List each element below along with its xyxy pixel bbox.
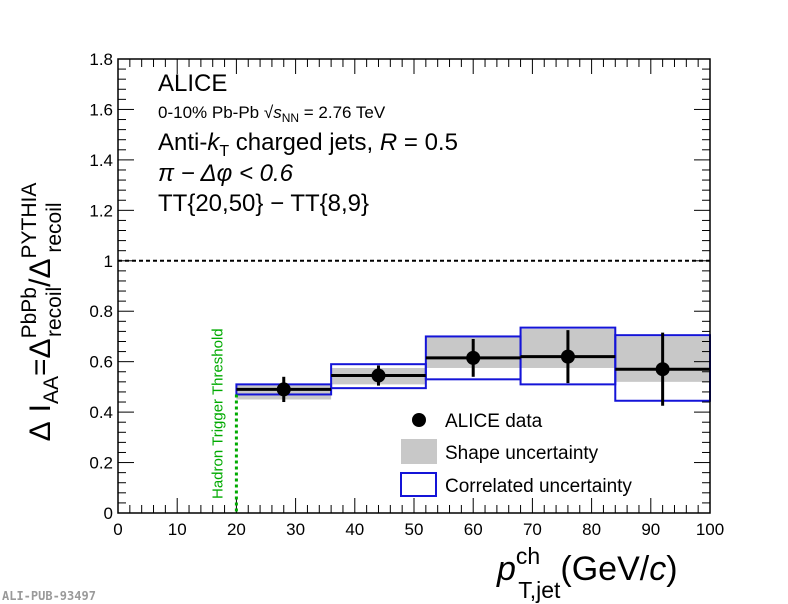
trigger-track-label: TT{20,50} − TT{8,9}	[158, 190, 369, 217]
threshold-label: Hadron Trigger Threshold	[209, 328, 226, 499]
sqrt-sign: √	[264, 103, 274, 122]
x-tick-label: 40	[345, 520, 364, 539]
x-tick-label: 80	[582, 520, 601, 539]
publication-id: ALI-PUB-93497	[2, 589, 96, 603]
data-points	[236, 330, 710, 406]
y-axis-title: ΔIAA=ΔPbPbrecoil/ΔPYTHIArecoil	[18, 183, 66, 442]
threshold-group: Hadron Trigger Threshold	[209, 328, 238, 513]
x-tick-label: 70	[523, 520, 542, 539]
y-tick-label: 0	[104, 504, 113, 523]
jet-algorithm-label: Anti-kT charged jets, R = 0.5	[158, 129, 458, 160]
data-point	[371, 368, 386, 383]
legend-correlated-swatch	[400, 472, 437, 497]
legend-label-data: ALICE data	[445, 411, 543, 432]
svg-text:ΔIAA=ΔPbPbrecoil/ΔPYTHIArecoil: ΔIAA=ΔPbPbrecoil/ΔPYTHIArecoil	[18, 183, 66, 442]
phi-cut-label: π − Δφ < 0.6	[158, 160, 294, 187]
y-tick-label: 1.8	[89, 50, 113, 69]
data-point	[560, 349, 575, 364]
x-tick-label: 90	[641, 520, 660, 539]
legend-marker-icon	[412, 413, 426, 427]
data-point	[466, 350, 481, 365]
legend-label-correlated: Correlated uncertainty	[445, 476, 632, 497]
y-tick-label: 0.4	[89, 403, 113, 422]
y-tick-label: 0.2	[89, 454, 113, 473]
x-axis-title: pch T,jet(GeV/c)	[496, 543, 678, 603]
x-tick-label: 30	[286, 520, 305, 539]
y-tick-label: 0.6	[89, 353, 113, 372]
x-tick-label: 60	[464, 520, 483, 539]
x-tick-label: 20	[227, 520, 246, 539]
collision-system-label: 0-10% Pb-Pb √sNN = 2.76 TeV	[158, 103, 386, 125]
legend-shape-swatch	[401, 439, 437, 464]
y-tick-label: 1	[104, 252, 113, 271]
y-tick-label: 1.2	[89, 201, 113, 220]
data-point	[655, 362, 670, 377]
data-point	[276, 382, 291, 397]
x-tick-label: 100	[696, 520, 724, 539]
legend-label-shape: Shape uncertainty	[445, 443, 599, 464]
y-tick-label: 1.6	[89, 100, 113, 119]
y-tick-label: 1.4	[89, 151, 113, 170]
y-tick-label: 0.8	[89, 302, 113, 321]
axis-ticks: 0 10 20 30 40 50 60 70 80 90 100 0 0.2 0.4 0.6 0.8 1 1.2 1…	[89, 50, 724, 539]
experiment-label: ALICE	[158, 70, 227, 97]
x-tick-label: 0	[113, 520, 122, 539]
x-tick-label: 10	[168, 520, 187, 539]
x-tick-label: 50	[405, 520, 424, 539]
